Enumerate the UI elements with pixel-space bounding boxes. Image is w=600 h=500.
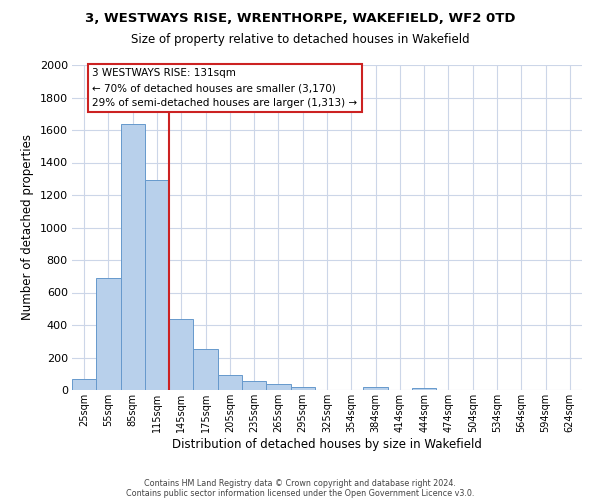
- Bar: [169, 318, 193, 390]
- Bar: [145, 180, 169, 390]
- Bar: [218, 376, 242, 390]
- Bar: [364, 387, 388, 390]
- Text: Contains HM Land Registry data © Crown copyright and database right 2024.: Contains HM Land Registry data © Crown c…: [144, 478, 456, 488]
- Bar: [96, 278, 121, 390]
- Text: Size of property relative to detached houses in Wakefield: Size of property relative to detached ho…: [131, 32, 469, 46]
- Text: 3, WESTWAYS RISE, WRENTHORPE, WAKEFIELD, WF2 0TD: 3, WESTWAYS RISE, WRENTHORPE, WAKEFIELD,…: [85, 12, 515, 26]
- Bar: [266, 384, 290, 390]
- Bar: [193, 350, 218, 390]
- Bar: [242, 381, 266, 390]
- Text: Contains public sector information licensed under the Open Government Licence v3: Contains public sector information licen…: [126, 488, 474, 498]
- Bar: [121, 124, 145, 390]
- Bar: [290, 387, 315, 390]
- Text: 3 WESTWAYS RISE: 131sqm
← 70% of detached houses are smaller (3,170)
29% of semi: 3 WESTWAYS RISE: 131sqm ← 70% of detache…: [92, 68, 358, 108]
- Y-axis label: Number of detached properties: Number of detached properties: [21, 134, 34, 320]
- X-axis label: Distribution of detached houses by size in Wakefield: Distribution of detached houses by size …: [172, 438, 482, 450]
- Bar: [412, 388, 436, 390]
- Bar: [72, 380, 96, 390]
